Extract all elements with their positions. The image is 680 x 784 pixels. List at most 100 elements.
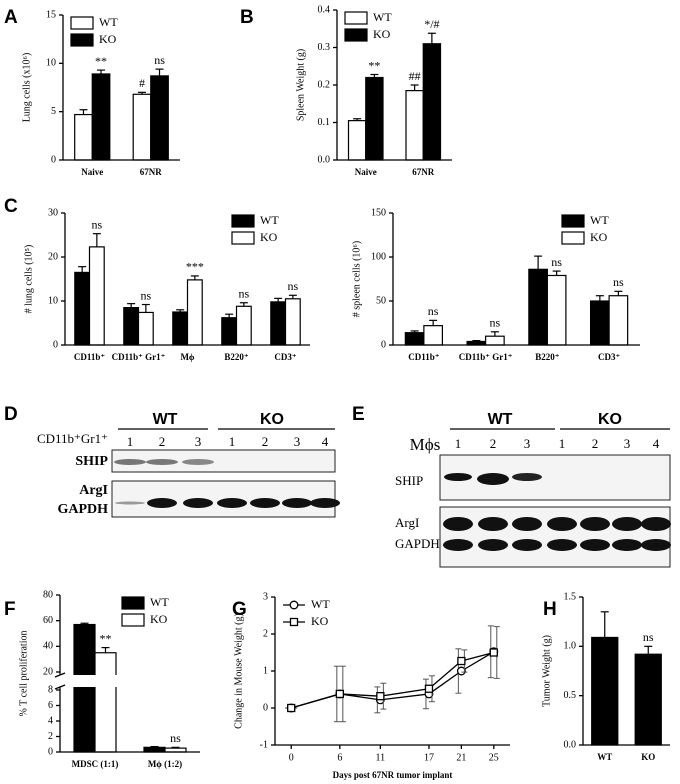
legend-label: KO [260,230,278,244]
band [512,517,542,531]
bar [347,120,367,161]
band [641,539,671,551]
x-tick-label: 67NR [412,167,434,177]
y-tick-label: 15 [46,9,56,20]
sample-label: Mϕs [410,435,441,454]
band [310,498,340,508]
legend-swatch [121,596,145,610]
annotation: ns [92,217,103,231]
band [547,517,577,531]
y-axis-label: Change in Mouse Weight (g) [233,613,244,729]
panel-letter: D [4,404,18,425]
x-tick-label: CD11b⁺ Gr1⁺ [112,352,166,362]
legend-swatch [231,214,255,228]
legend-swatch [121,613,145,627]
band [115,501,145,505]
point [489,648,498,657]
lane-label: 4 [322,434,329,449]
axis-break [54,675,202,687]
x-tick-label: KO [641,752,655,762]
group-label: WT [488,411,513,428]
x-tick-label: Mϕ (1:2) [148,759,182,769]
lane-label: 1 [455,436,462,451]
row-label: SHIP [75,454,108,469]
annotation: ns [551,255,562,269]
band [444,473,472,481]
y-tick-label: 2 [263,628,268,639]
bar [143,746,166,753]
x-tick-label: 25 [489,752,499,763]
band [217,498,247,508]
bar [365,76,384,161]
y-tick-label: 60 [43,615,53,626]
y-axis-label: Lung cells (x10⁶) [21,53,32,123]
x-tick-label: CD3⁺ [274,352,296,362]
annotation: ## [409,69,421,83]
bar [74,271,91,346]
annotation: ns [239,287,250,301]
series-line [291,651,494,709]
legend-swatch [561,231,585,245]
legend-label: WT [311,597,330,611]
band [512,539,542,551]
y-tick-label: 20 [43,666,53,677]
blot [439,506,671,568]
point [376,692,385,701]
row-label: ArgI [79,483,108,498]
panel-letter: B [240,7,254,28]
y-tick-label: 1.0 [564,641,577,652]
legend-label: WT [99,15,118,29]
annotation: ** [100,631,112,645]
panel-letter: A [4,7,18,28]
point [424,684,434,693]
band [580,539,610,551]
legend-label: WT [590,213,609,227]
legend-swatch [344,11,368,25]
y-tick-label: 100 [371,251,386,262]
x-tick-label: 11 [376,752,386,763]
bar [73,623,96,753]
bar [284,298,301,346]
lane-label: 1 [559,436,566,451]
blot [439,454,671,501]
bar [172,311,189,346]
band [641,517,671,531]
y-tick-label: 150 [371,207,386,218]
y-tick-label: 4 [48,715,53,726]
y-axis-label: % T cell proliferation [18,631,29,717]
y-tick-label: 30 [48,207,58,218]
band [250,498,280,508]
y-tick-label: 2 [48,731,53,742]
y-axis-label: # lung cells (10⁵) [23,245,34,314]
bar [74,113,93,161]
annotation: ns [643,630,654,644]
band [443,539,473,551]
x-tick-label: CD11b⁺ [408,352,440,362]
y-axis-label: Tumor Weight (g) [541,635,552,707]
band [282,498,312,508]
legend-swatch [344,28,368,42]
bar [404,332,425,346]
bar [608,295,629,346]
x-tick-label: Naive [81,167,103,177]
bar [528,268,548,346]
y-tick-label: 3 [263,591,268,602]
y-tick-label: 20 [48,251,58,262]
band [478,517,508,531]
x-tick-label: MDSC (1:1) [72,759,119,769]
lane-label: 3 [524,436,531,451]
x-tick-label: 67NR [140,167,162,177]
bar [589,300,610,346]
band [443,517,473,531]
panel-letter: E [352,404,365,425]
x-tick-label: Naive [355,167,377,177]
y-tick-label: 5 [51,106,56,117]
annotation: ns [170,731,181,745]
bar [137,311,154,346]
y-axis-label: # spleen cells (10⁶) [351,241,362,318]
y-axis-label: Spleen Weight (g) [295,49,306,121]
y-tick-label: 0.0 [564,739,577,750]
y-tick-label: 50 [376,295,386,306]
